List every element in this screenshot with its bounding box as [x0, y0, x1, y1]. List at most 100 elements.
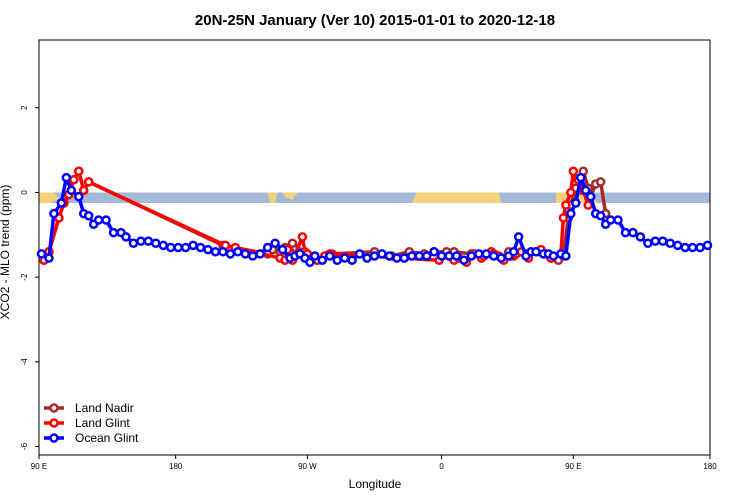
series-2-point-14	[121, 232, 131, 242]
series-1-point-7	[78, 185, 89, 196]
series-2-point-78	[566, 208, 576, 219]
x-tick-label-3: 0	[439, 462, 444, 471]
series-2	[36, 172, 713, 268]
legend-marker-0	[49, 403, 59, 413]
series-2-point-49	[369, 251, 380, 261]
series-2-point-53	[399, 253, 410, 263]
series-2-point-15	[128, 238, 139, 249]
series-2-point-64	[481, 249, 492, 259]
series-2-point-4	[61, 172, 72, 183]
series-2-point-56	[421, 251, 432, 261]
series-2-point-19	[158, 240, 169, 251]
series-2-point-44	[332, 255, 342, 265]
series-2-point-32	[255, 249, 265, 259]
series-2-point-28	[225, 249, 236, 259]
series-2-point-43	[325, 251, 335, 261]
series-2-point-50	[377, 249, 387, 259]
legend-marker-2	[49, 433, 59, 443]
x-axis: 90 E 180 90 W 0 90 E 180	[31, 455, 717, 471]
land-patch-4	[411, 192, 502, 204]
series-1-point-47	[568, 166, 579, 177]
series-2-point-27	[218, 246, 228, 257]
series-2-point-31	[247, 251, 258, 261]
series-2-point-51	[384, 251, 395, 261]
legend-label-2: Ocean Glint	[75, 431, 139, 445]
series-2-point-88	[620, 227, 631, 238]
legend-label-1: Land Glint	[75, 416, 130, 430]
series-2-point-12	[108, 227, 119, 238]
series-2-point-89	[628, 227, 638, 238]
series-1-point-8	[83, 177, 94, 187]
y-axis-label: XCO2 - MLO trend (ppm)	[0, 185, 12, 320]
series-2-point-93	[658, 236, 668, 246]
series-2-point-41	[310, 251, 320, 261]
series-2-point-24	[195, 242, 206, 253]
y-tick-label-0: 2	[20, 105, 29, 110]
series-2-point-60	[451, 251, 462, 261]
legend-label-0: Land Nadir	[75, 401, 134, 415]
series-2-point-46	[347, 255, 357, 265]
series-2-point-48	[362, 253, 372, 263]
series-2-point-63	[474, 249, 484, 259]
x-tick-label-1: 180	[169, 462, 183, 471]
x-tick-label-2: 90 W	[298, 462, 317, 471]
legend-marker-1	[49, 418, 59, 428]
series-2-point-91	[643, 238, 653, 249]
x-axis-label: Longitude	[349, 477, 402, 491]
y-tick-label-4: -6	[20, 442, 29, 450]
land-patch-0	[39, 192, 59, 204]
x-tick-label-5: 180	[703, 462, 717, 471]
series-2-point-17	[143, 236, 154, 246]
land-patch-2	[267, 192, 278, 204]
series-2-point-40	[305, 257, 315, 268]
series-2-point-77	[561, 251, 571, 261]
series-2-point-98	[695, 242, 705, 253]
series-2-point-2	[49, 208, 59, 219]
series-2-point-18	[151, 238, 161, 249]
ocean-band	[39, 192, 710, 204]
series-2-point-57	[429, 246, 439, 257]
y-tick-label-2: -2	[20, 273, 29, 281]
series-2-point-3	[56, 198, 67, 208]
series-2-point-68	[508, 246, 519, 257]
series-2-point-10	[93, 215, 104, 225]
land-patch-3	[282, 192, 298, 201]
series-2-point-16	[136, 236, 146, 246]
series-layer	[36, 166, 713, 268]
series-2-point-1	[44, 253, 54, 263]
series-2-point-30	[240, 249, 251, 259]
series-2-point-99	[702, 240, 713, 251]
series-1-point-46	[566, 187, 576, 198]
series-2-point-42	[317, 255, 328, 265]
series-2-point-34	[270, 238, 280, 249]
chart-title: 20N-25N January (Ver 10) 2015-01-01 to 2…	[195, 12, 555, 29]
series-2-point-0	[36, 249, 47, 259]
series-2-point-35	[277, 244, 288, 255]
series-0-point-44	[595, 177, 606, 187]
series-2-point-95	[672, 240, 683, 251]
x-tick-label-0: 90 E	[31, 462, 47, 471]
series-2-point-86	[605, 215, 616, 225]
series-2-point-80	[576, 172, 586, 183]
series-2-point-8	[83, 210, 94, 221]
series-0-point-15	[287, 238, 298, 249]
series-2-point-29	[233, 246, 243, 257]
series-1-point-45	[561, 200, 571, 210]
series-2-point-94	[665, 238, 675, 249]
series-2-point-81	[580, 185, 591, 196]
series-2-point-58	[436, 251, 447, 261]
series-1-point-44	[558, 213, 569, 223]
series-2-point-33	[262, 242, 273, 253]
x-tick-label-4: 90 E	[565, 462, 581, 471]
series-2-point-52	[392, 253, 402, 263]
series-2-point-54	[407, 251, 417, 261]
series-2-point-55	[414, 251, 424, 261]
series-2-point-26	[210, 246, 221, 257]
map-band	[39, 192, 710, 204]
y-tick-label-1: 0	[20, 190, 29, 195]
series-2-point-92	[650, 236, 661, 246]
series-2-point-90	[635, 232, 646, 242]
series-1-point-5	[69, 174, 79, 185]
